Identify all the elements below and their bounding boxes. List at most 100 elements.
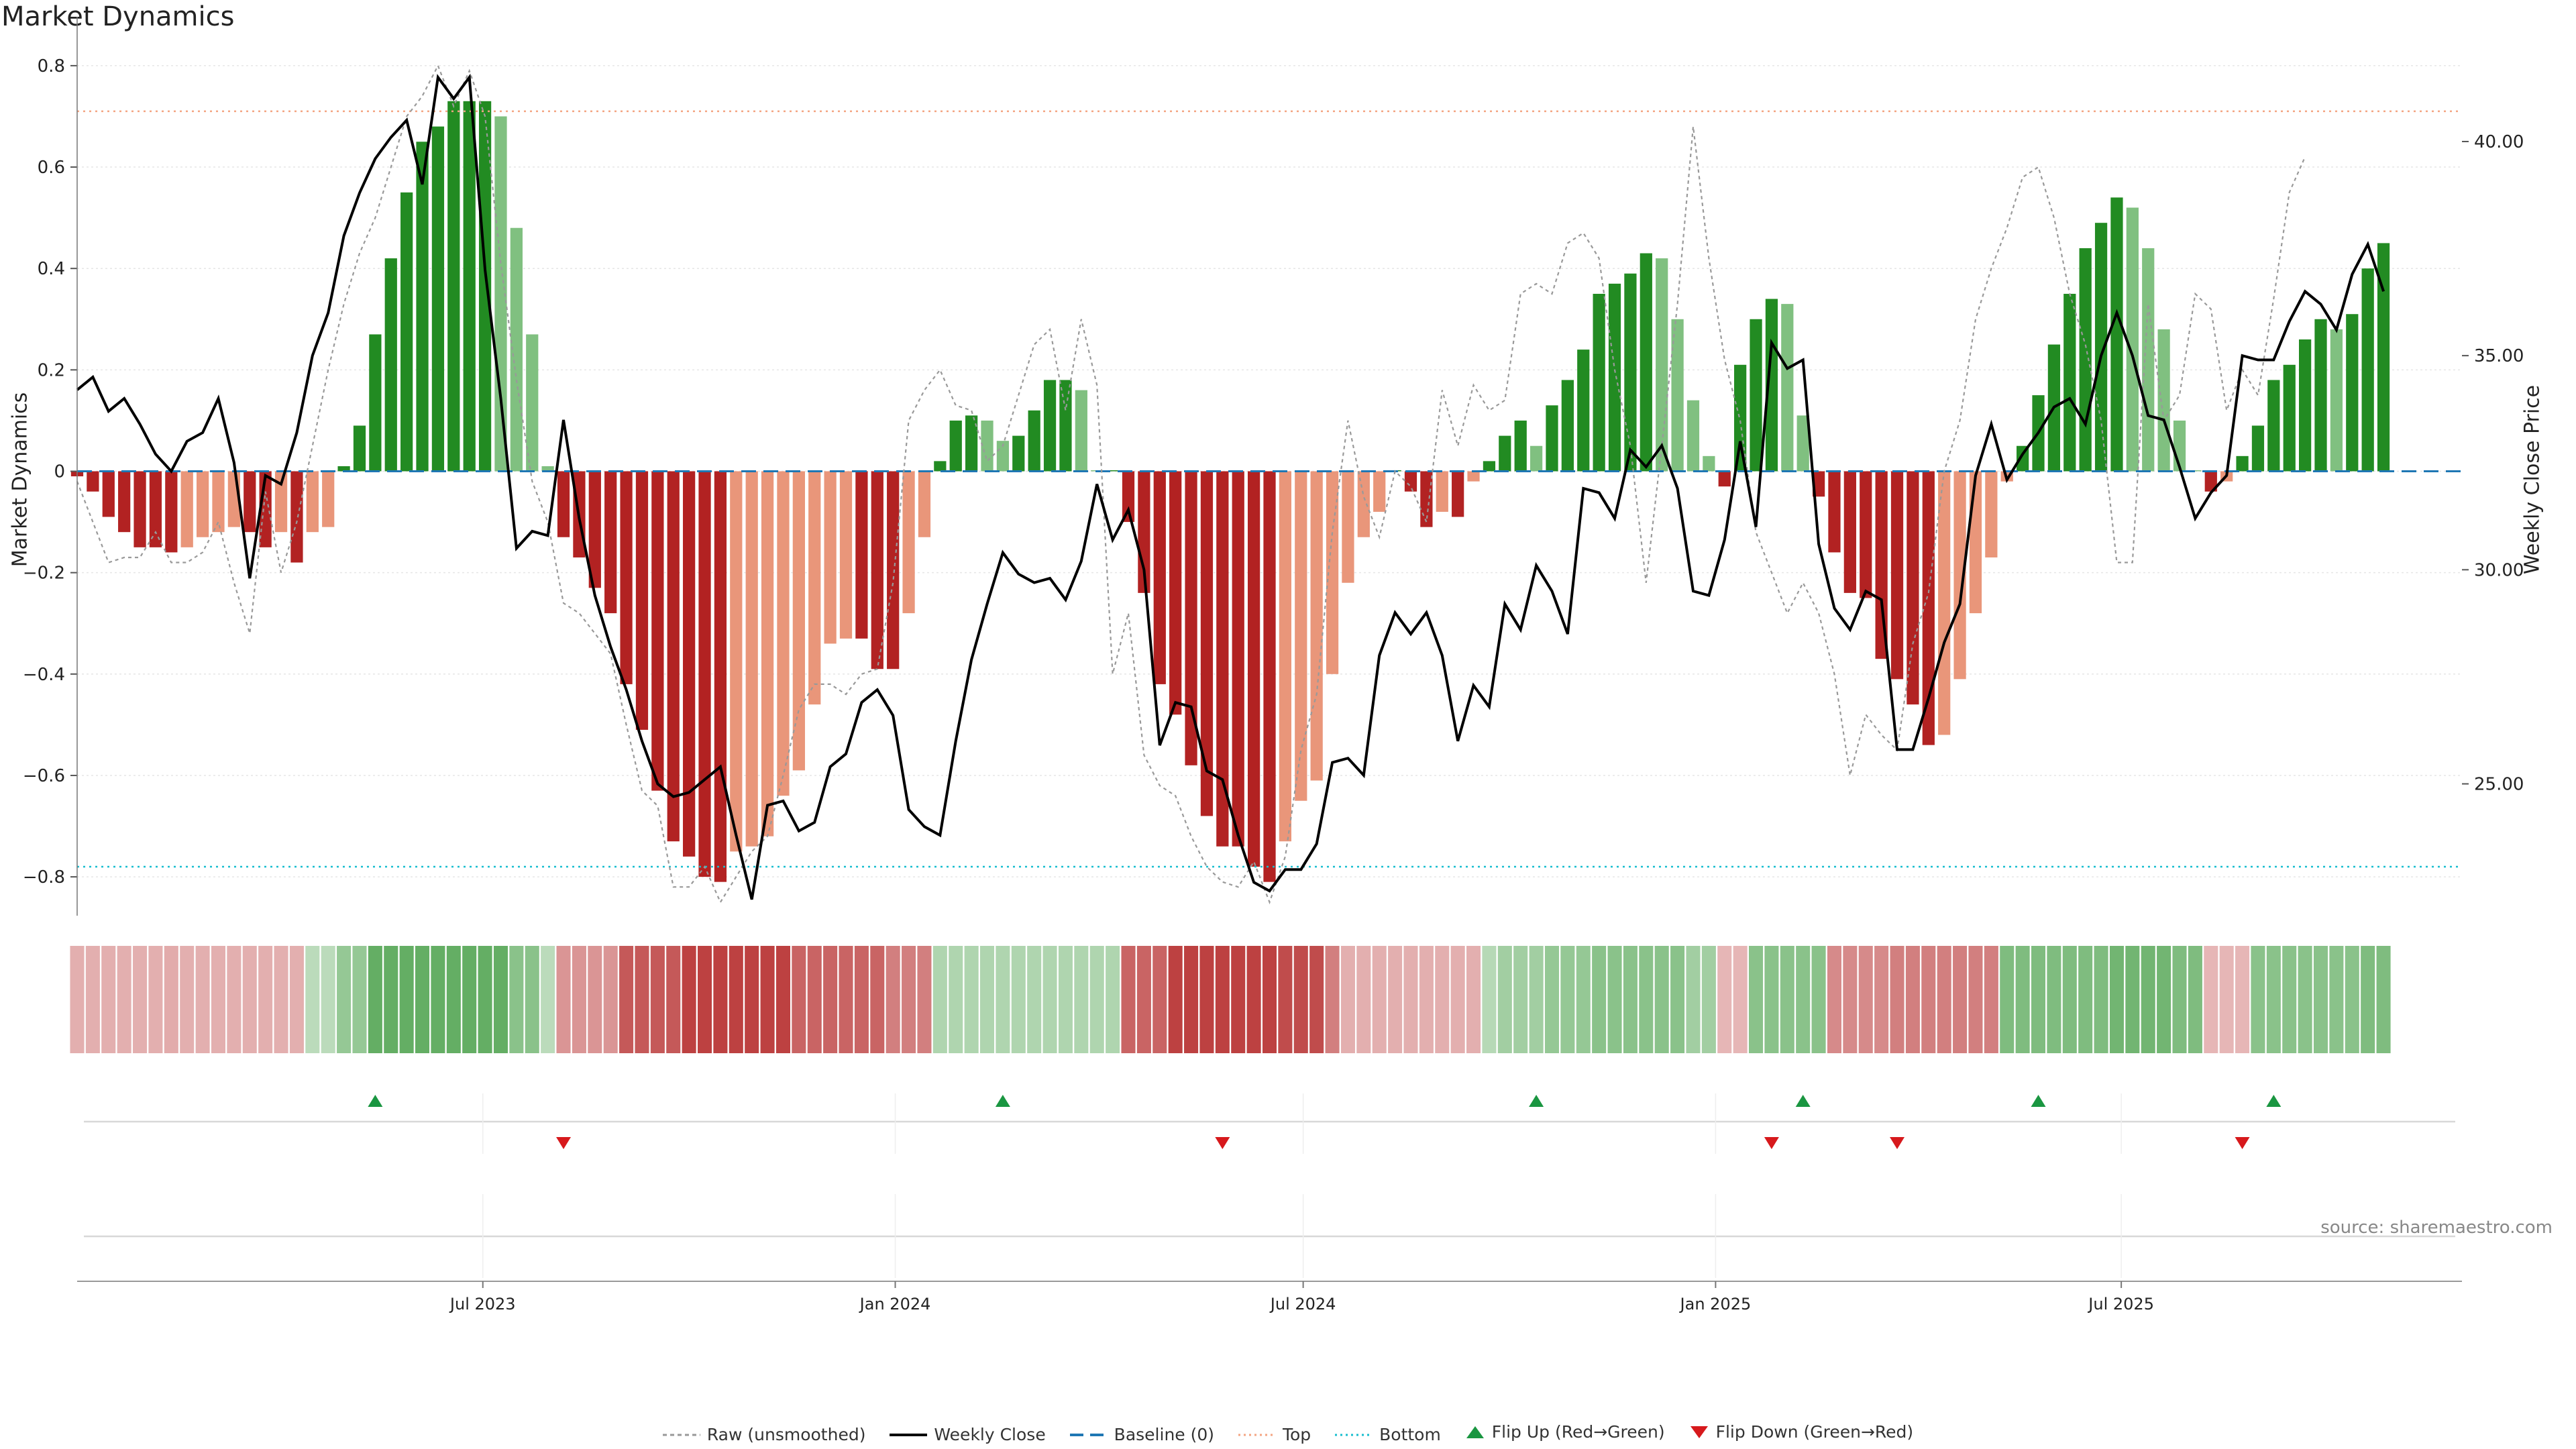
- dynamics-bar: [1828, 471, 1841, 553]
- regime-cell: [902, 946, 916, 1053]
- regime-cell: [2266, 946, 2281, 1053]
- dynamics-bar: [384, 258, 397, 472]
- regime-cell: [1340, 946, 1355, 1053]
- dynamics-bar: [1640, 253, 1652, 472]
- regime-cell: [2219, 946, 2234, 1053]
- regime-cell: [525, 946, 539, 1053]
- dynamics-bar: [2236, 455, 2249, 472]
- regime-cell: [2298, 946, 2312, 1053]
- dynamics-bar: [1279, 471, 1292, 842]
- regime-cell: [1403, 946, 1418, 1053]
- flip-up-marker: [995, 1095, 1010, 1107]
- dynamics-bar: [2267, 380, 2280, 472]
- regime-cell: [227, 946, 241, 1053]
- regime-cell: [1356, 946, 1371, 1053]
- regime-cell: [1246, 946, 1261, 1053]
- regime-cell: [1607, 946, 1622, 1053]
- regime-cell: [2282, 946, 2297, 1053]
- dynamics-bar: [353, 425, 366, 472]
- regime-cell: [1513, 946, 1528, 1053]
- regime-cell: [305, 946, 320, 1053]
- dynamics-bar: [1436, 471, 1448, 512]
- regime-cell: [2031, 946, 2046, 1053]
- flip-up-marker: [2031, 1095, 2046, 1107]
- dynamics-bar: [337, 466, 350, 472]
- left-axis-label: Market Dynamics: [8, 392, 32, 568]
- dynamics-bar: [2314, 319, 2327, 472]
- legend-bottom: Bottom: [1335, 1425, 1441, 1444]
- regime-cell: [1796, 946, 1811, 1053]
- flip-up-marker: [1795, 1095, 1811, 1107]
- dynamics-bar: [2079, 248, 2092, 472]
- regime-cell: [493, 946, 508, 1053]
- regime-cell: [1592, 946, 1607, 1053]
- regime-cell: [1560, 946, 1575, 1053]
- dynamics-bar: [745, 471, 758, 847]
- regime-cell: [1670, 946, 1685, 1053]
- legend-raw-label: Raw (unsmoothed): [706, 1425, 866, 1444]
- dynamics-bar: [777, 471, 790, 796]
- dynamics-bars: [70, 101, 2390, 882]
- dynamics-bar: [1969, 471, 1982, 614]
- left-tick-label: 0.2: [38, 360, 65, 380]
- regime-cell: [1293, 946, 1308, 1053]
- regime-cell: [1764, 946, 1779, 1053]
- dynamics-bar: [1718, 471, 1731, 487]
- regime-cell: [2157, 946, 2171, 1053]
- flip-up-marker: [368, 1095, 383, 1107]
- dynamics-bar: [761, 471, 774, 837]
- dynamics-bar: [1686, 400, 1700, 472]
- dynamics-bar: [1577, 350, 1590, 472]
- regime-cell: [2329, 946, 2344, 1053]
- regime-cell: [2015, 946, 2030, 1053]
- dynamics-bar: [1043, 380, 1057, 472]
- dynamics-bar: [1012, 435, 1025, 472]
- regime-cell: [729, 946, 743, 1053]
- regime-cell: [2361, 946, 2375, 1053]
- dynamics-bar: [2251, 425, 2265, 472]
- regime-cell: [70, 946, 85, 1053]
- dynamics-bar: [1561, 380, 1574, 472]
- regime-cell: [1937, 946, 1951, 1053]
- regime-cell: [2078, 946, 2093, 1053]
- regime-cell: [2047, 946, 2061, 1053]
- regime-cell: [1780, 946, 1794, 1053]
- regime-cell: [2125, 946, 2140, 1053]
- regime-cell: [1184, 946, 1199, 1053]
- dynamics-bar: [1703, 455, 1715, 472]
- legend-flip-up-label: Flip Up (Red→Green): [1491, 1422, 1665, 1442]
- regime-cell: [2141, 946, 2155, 1053]
- dynamics-bar: [808, 471, 821, 705]
- regime-cell: [666, 946, 681, 1053]
- source-note: source: sharemaestro.com: [2320, 1218, 2553, 1238]
- left-tick-label: −0.4: [23, 665, 65, 685]
- dynamics-bar: [526, 334, 539, 472]
- regime-cell: [2094, 946, 2108, 1053]
- dynamics-bar: [1750, 319, 1762, 472]
- regime-cell: [1968, 946, 1983, 1053]
- dynamics-bar: [87, 471, 99, 492]
- regime-cell: [1121, 946, 1136, 1053]
- regime-cell: [258, 946, 273, 1053]
- regime-cell: [745, 946, 759, 1053]
- regime-cell: [949, 946, 963, 1053]
- dynamics-bar: [1263, 471, 1276, 882]
- regime-cell: [1199, 946, 1214, 1053]
- dynamics-bar: [2346, 314, 2359, 472]
- dynamics-bar: [1216, 471, 1229, 847]
- regime-cell: [1074, 946, 1089, 1053]
- left-tick-label: 0.6: [38, 158, 65, 178]
- regime-cell: [1497, 946, 1512, 1053]
- dynamics-bar: [306, 471, 319, 533]
- dynamics-bar: [1514, 420, 1527, 472]
- regime-cell: [2062, 946, 2077, 1053]
- regime-cell: [1231, 946, 1246, 1053]
- regime-cell: [1686, 946, 1701, 1053]
- dynamics-bar: [133, 471, 146, 547]
- dynamics-bar: [1890, 471, 1904, 680]
- regime-cell: [321, 946, 335, 1053]
- dynamics-bar: [1200, 471, 1214, 816]
- x-tick-label: Jul 2024: [1269, 1295, 1336, 1313]
- regime-cell: [1890, 946, 1904, 1053]
- regime-cell: [509, 946, 524, 1053]
